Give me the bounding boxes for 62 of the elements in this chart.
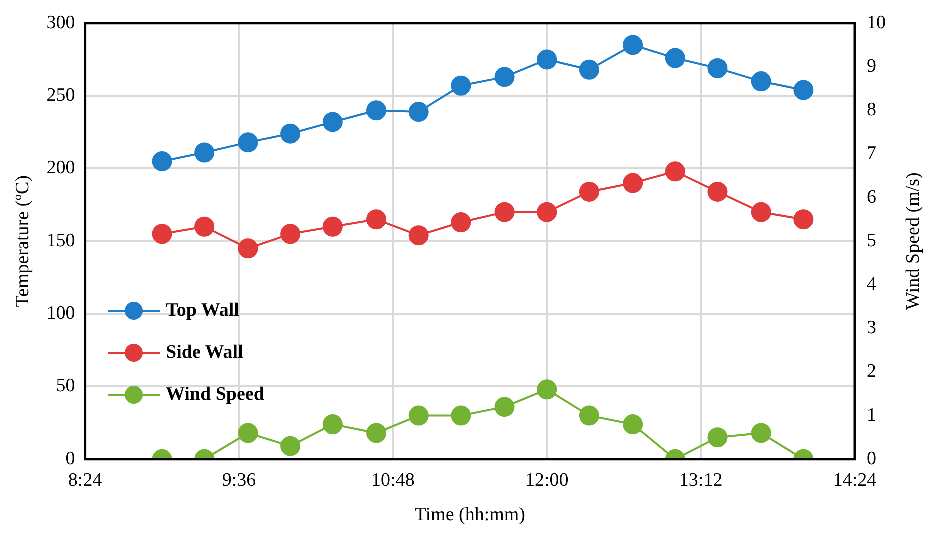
y2-tick-label: 8 [867,100,876,121]
x-tick-label: 9:36 [222,470,256,491]
legend-label: Top Wall [166,300,240,322]
y2-tick-label: 3 [867,318,876,339]
y-tick-label: 0 [66,448,76,470]
point [579,182,600,202]
y2-tick-label: 1 [867,404,876,426]
y-tick-label: 100 [46,303,76,324]
point [623,173,644,194]
point [366,210,387,230]
point [238,132,258,153]
y2-tick-label: 9 [867,56,876,77]
point [494,202,515,222]
point [451,212,472,233]
point [751,202,772,222]
x-axis-title: Time (hh:mm) [414,504,526,526]
x-tick-label: 14:24 [833,470,878,491]
y-tick-label: 150 [46,230,76,252]
point [451,76,472,96]
point [322,216,343,237]
y-axis-title: Temperature (ºC) [12,176,34,308]
point [194,142,215,163]
point [238,238,258,259]
y2-tick-label: 6 [867,186,876,208]
point [408,102,429,122]
point [537,50,558,70]
y2-tick-label: 4 [867,274,877,295]
point [579,60,600,80]
legend-label: Side Wall [166,342,244,364]
point [708,58,728,78]
point [152,151,172,172]
point [280,224,301,244]
point [152,224,172,244]
point [194,216,215,237]
x-tick-label: 8:24 [68,470,103,491]
x-tick-label: 13:12 [679,470,723,491]
point [537,202,558,222]
y2-axis-title: Wind Speed (m/s) [902,172,924,310]
point [280,124,301,144]
x-tick-label: 10:48 [372,470,415,491]
y2-tick-label: 10 [867,12,886,34]
y-tick-label: 200 [46,158,76,179]
y2-tick-label: 7 [867,143,876,164]
point [366,100,387,121]
point [623,35,644,56]
point [408,226,429,246]
point [494,67,515,88]
y-tick-label: 50 [56,376,76,397]
legend-label: Wind Speed [166,384,264,406]
x-tick-label: 12:00 [525,470,569,491]
point [708,182,728,202]
y2-tick-label: 2 [867,361,876,382]
point [794,210,814,230]
point [751,72,772,92]
point [665,162,686,182]
y2-tick-label: 0 [867,448,876,470]
y-tick-label: 250 [46,85,76,106]
point [665,48,686,68]
y2-tick-label: 5 [867,230,876,252]
y-tick-label: 300 [46,12,76,34]
point [794,80,814,100]
point [322,112,343,132]
